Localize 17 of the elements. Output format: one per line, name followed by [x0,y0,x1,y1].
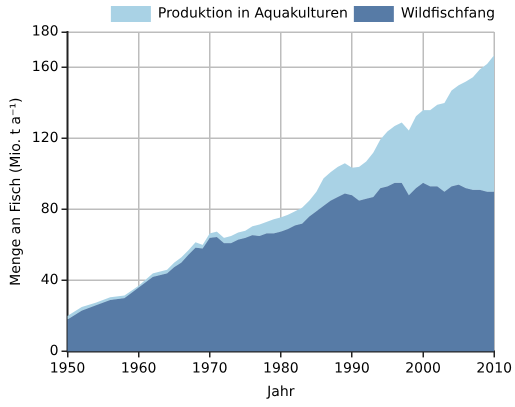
x-tick-label: 1980 [263,360,299,376]
x-tick-label: 1960 [120,360,156,376]
x-axis-title: Jahr [266,384,295,400]
y-tick-label: 180 [32,24,59,40]
x-tick-label: 1970 [192,360,228,376]
y-tick-label: 40 [40,272,59,288]
y-tick-label: 160 [32,59,59,76]
x-tick-label: 2000 [405,360,441,376]
x-tick-label: 1950 [50,360,86,376]
y-tick-label: 120 [32,130,59,146]
x-tick-label: 2010 [476,360,512,376]
y-tick-label: 80 [40,201,59,218]
legend-label: Produktion in Aquakulturen [158,6,348,22]
x-tick-label: 1990 [334,360,370,376]
legend-label: Wildfischfang [400,6,496,22]
y-tick-label: 0 [50,343,59,360]
y-axis-title: Menge an Fisch (Mio. t a⁻¹) [8,98,24,286]
